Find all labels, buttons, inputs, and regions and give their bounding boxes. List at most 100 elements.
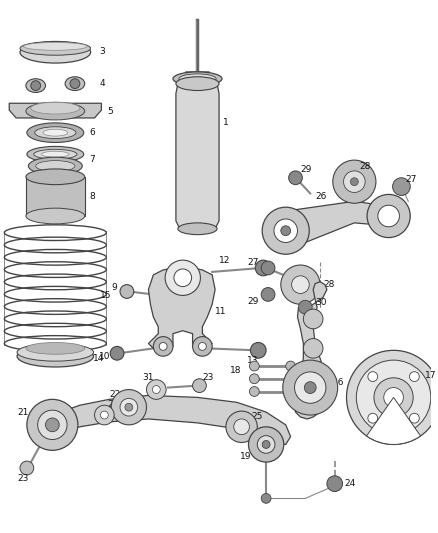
Ellipse shape — [26, 79, 46, 92]
Circle shape — [95, 405, 114, 425]
Circle shape — [304, 382, 316, 393]
Ellipse shape — [20, 42, 91, 55]
Text: 1: 1 — [223, 118, 229, 127]
Circle shape — [410, 372, 419, 382]
Circle shape — [292, 276, 309, 294]
Ellipse shape — [35, 127, 76, 139]
Text: 9: 9 — [111, 283, 117, 292]
Circle shape — [289, 171, 302, 184]
Circle shape — [234, 419, 250, 434]
Ellipse shape — [17, 343, 94, 361]
Circle shape — [46, 418, 59, 432]
Circle shape — [392, 178, 410, 196]
Circle shape — [111, 390, 146, 425]
Polygon shape — [26, 177, 85, 216]
Text: 27: 27 — [247, 257, 258, 266]
Circle shape — [257, 435, 275, 453]
Circle shape — [356, 360, 431, 434]
Text: 23: 23 — [17, 474, 28, 483]
Ellipse shape — [36, 160, 75, 172]
Text: 30: 30 — [315, 298, 327, 307]
Ellipse shape — [17, 345, 94, 367]
Text: 22: 22 — [110, 390, 121, 399]
Text: 29: 29 — [247, 297, 258, 306]
Circle shape — [31, 80, 41, 91]
Circle shape — [120, 398, 138, 416]
Circle shape — [304, 309, 323, 329]
Circle shape — [70, 79, 80, 88]
Text: 3: 3 — [99, 47, 105, 56]
Ellipse shape — [176, 77, 219, 91]
Text: 15: 15 — [100, 291, 111, 300]
Circle shape — [368, 372, 378, 382]
Circle shape — [193, 379, 206, 392]
Polygon shape — [53, 395, 291, 445]
Circle shape — [368, 413, 378, 423]
Circle shape — [274, 219, 297, 243]
Text: 16: 16 — [333, 378, 344, 387]
Circle shape — [281, 265, 320, 304]
Polygon shape — [293, 282, 327, 419]
Text: 19: 19 — [240, 451, 251, 461]
Polygon shape — [148, 268, 215, 350]
Circle shape — [165, 260, 201, 295]
Circle shape — [100, 411, 108, 419]
Circle shape — [159, 343, 167, 350]
Text: 29: 29 — [300, 165, 312, 174]
Ellipse shape — [43, 129, 67, 136]
Circle shape — [410, 413, 419, 423]
Text: 31: 31 — [142, 373, 153, 382]
Circle shape — [262, 441, 270, 448]
Circle shape — [262, 207, 309, 254]
Circle shape — [374, 378, 413, 417]
Circle shape — [193, 337, 212, 356]
Circle shape — [120, 285, 134, 298]
Text: 18: 18 — [230, 366, 242, 375]
Circle shape — [198, 343, 206, 350]
Circle shape — [250, 361, 259, 371]
Ellipse shape — [178, 223, 217, 235]
Text: 25: 25 — [251, 413, 263, 422]
Circle shape — [27, 399, 78, 450]
Text: 6: 6 — [90, 128, 95, 137]
Text: 11: 11 — [215, 306, 226, 316]
Ellipse shape — [20, 42, 91, 63]
Ellipse shape — [26, 169, 85, 184]
Text: 28: 28 — [359, 163, 371, 172]
Ellipse shape — [26, 102, 85, 120]
Ellipse shape — [28, 157, 82, 175]
Text: 10: 10 — [99, 352, 111, 361]
Circle shape — [153, 337, 173, 356]
Circle shape — [226, 411, 257, 442]
Text: 13: 13 — [247, 356, 258, 365]
Circle shape — [261, 288, 275, 301]
Ellipse shape — [65, 77, 85, 91]
Circle shape — [152, 385, 160, 393]
Circle shape — [174, 269, 191, 287]
Text: 5: 5 — [107, 107, 113, 116]
Text: 12: 12 — [219, 256, 230, 264]
Circle shape — [255, 260, 271, 276]
Text: 26: 26 — [315, 192, 326, 201]
Text: 14: 14 — [93, 354, 104, 362]
Wedge shape — [367, 398, 420, 445]
Circle shape — [346, 350, 438, 445]
Circle shape — [281, 226, 291, 236]
Circle shape — [283, 360, 338, 415]
Polygon shape — [286, 201, 394, 251]
Ellipse shape — [42, 151, 69, 157]
Polygon shape — [9, 103, 101, 118]
Circle shape — [20, 461, 34, 475]
Circle shape — [294, 372, 326, 403]
Circle shape — [261, 261, 275, 275]
Circle shape — [125, 403, 133, 411]
Circle shape — [251, 343, 266, 358]
Circle shape — [146, 379, 166, 399]
Ellipse shape — [173, 72, 222, 86]
Circle shape — [304, 338, 323, 358]
Circle shape — [327, 476, 343, 491]
Circle shape — [250, 374, 259, 384]
Ellipse shape — [31, 102, 80, 114]
Circle shape — [298, 300, 312, 314]
Text: 8: 8 — [90, 192, 95, 201]
